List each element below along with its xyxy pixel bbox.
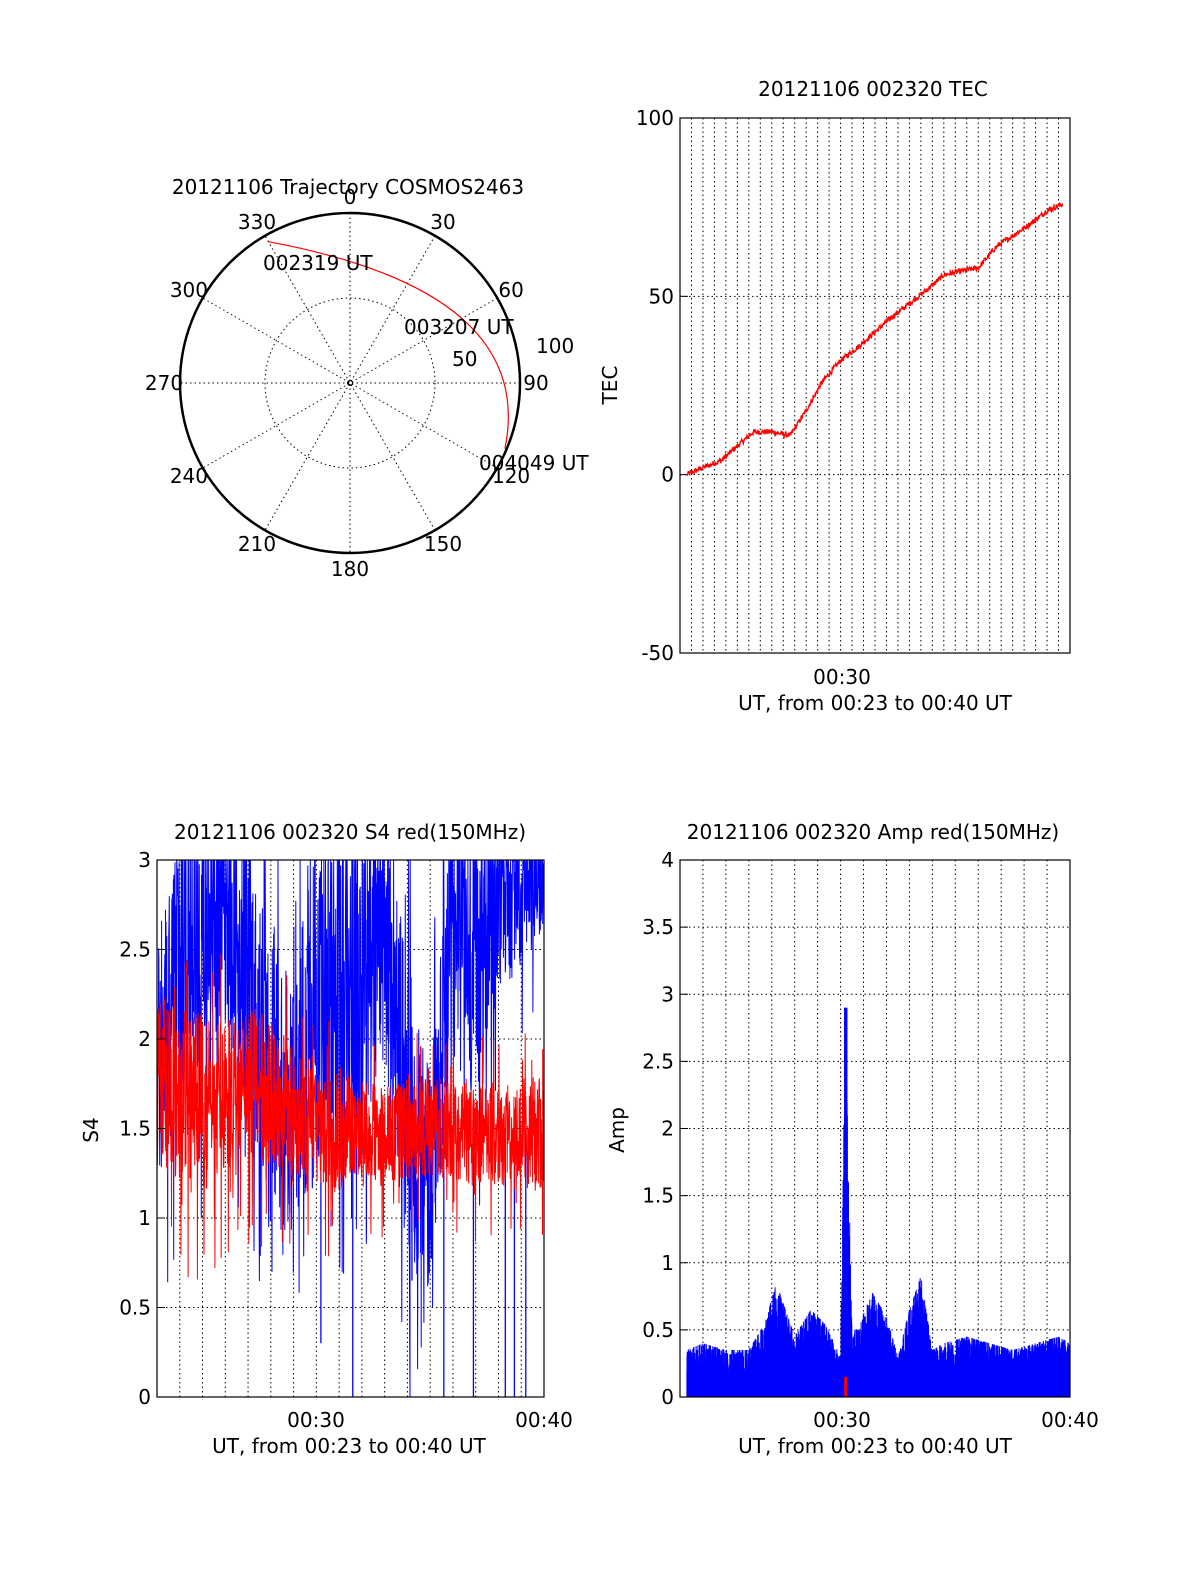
s4-y-tick-label: 1 <box>138 1206 151 1230</box>
s4-y-tick-label: 2 <box>138 1027 151 1051</box>
amp-red-series <box>844 1376 848 1397</box>
tec-x-tick-0030: 00:30 <box>813 665 871 689</box>
tec-y-tick-label: 0 <box>661 463 674 487</box>
radial-label-50: 50 <box>452 347 477 371</box>
amp-y-tick-label: 3 <box>661 982 674 1006</box>
trajectory-line <box>268 241 509 449</box>
angle-label-60: 60 <box>498 278 523 302</box>
amp-x-axis-label: UT, from 00:23 to 00:40 UT <box>738 1434 1013 1458</box>
angle-label-240: 240 <box>170 464 208 488</box>
amp-title: 20121106 002320 Amp red(150MHz) <box>687 820 1059 844</box>
s4-y-ticks: 0 0.5 1 1.5 2 2.5 3 <box>119 848 165 1409</box>
trajectory-panel: 20121106 Trajectory COSMOS2463 0 30 60 90 12… <box>145 175 589 581</box>
amp-panel: 20121106 002320 Amp red(150MHz) 0 0.5 1 1.5… <box>605 820 1099 1458</box>
angle-label-90: 90 <box>523 371 548 395</box>
s4-y-tick-label: 3 <box>138 848 151 872</box>
amp-y-tick-label: 2 <box>661 1117 674 1141</box>
tec-y-ticks: -50 0 50 100 <box>636 106 688 665</box>
polar-angle-labels: 0 30 60 90 120 150 180 210 240 270 300 330 <box>145 185 549 581</box>
s4-y-tick-label: 1.5 <box>119 1117 151 1141</box>
angle-label-300: 300 <box>170 278 208 302</box>
polar-outer-circle <box>178 211 522 555</box>
tec-y-tick-label: -50 <box>641 641 674 665</box>
amp-y-tick-label: 0 <box>661 1385 674 1409</box>
angle-label-210: 210 <box>238 532 276 556</box>
amp-y-axis-label: Amp <box>605 1107 629 1153</box>
amp-y-tick-label: 4 <box>661 848 674 872</box>
amp-y-ticks: 0 0.5 1 1.5 2 2.5 3 3.5 4 <box>642 848 688 1409</box>
angle-label-270: 270 <box>145 371 183 395</box>
amp-x-tick-0030: 00:30 <box>813 1408 871 1432</box>
amp-blue-spike <box>844 1007 848 1397</box>
tec-y-tick-label: 100 <box>636 106 674 130</box>
s4-x-tick-0030: 00:30 <box>287 1408 345 1432</box>
s4-y-tick-label: 2.5 <box>119 938 151 962</box>
amp-red-bar <box>844 1376 848 1397</box>
trajectory-mid-label: 003207 UT <box>404 315 514 339</box>
tec-y-axis-label: TEC <box>598 366 622 406</box>
s4-red-line <box>156 939 545 1280</box>
amp-y-tick-label: 0.5 <box>642 1318 674 1342</box>
angle-label-120: 120 <box>492 464 530 488</box>
tec-title: 20121106 002320 TEC <box>758 77 988 101</box>
amp-y-tick-label: 1.5 <box>642 1184 674 1208</box>
angle-label-30: 30 <box>430 210 455 234</box>
s4-x-axis-label: UT, from 00:23 to 00:40 UT <box>212 1434 487 1458</box>
trajectory-end-label: 004049 UT <box>479 451 589 475</box>
s4-red-series <box>156 939 545 1280</box>
tec-series-line <box>686 202 1064 476</box>
trajectory-title: 20121106 Trajectory COSMOS2463 <box>172 175 524 199</box>
s4-title: 20121106 002320 S4 red(150MHz) <box>174 820 526 844</box>
tec-x-axis-label: UT, from 00:23 to 00:40 UT <box>738 691 1013 715</box>
tec-plot-frame <box>679 117 1071 654</box>
amp-y-tick-label: 3.5 <box>642 915 674 939</box>
amp-y-tick-label: 1 <box>661 1251 674 1275</box>
s4-y-axis-label: S4 <box>79 1117 103 1142</box>
angle-label-180: 180 <box>331 557 369 581</box>
s4-panel: 20121106 002320 S4 red(150MHz) 0 0.5 1 1.5 2… <box>79 820 573 1458</box>
polar-grid-circle-50 <box>264 297 436 469</box>
angle-label-150: 150 <box>424 532 462 556</box>
amp-blue-line <box>686 1024 1071 1397</box>
angle-label-330: 330 <box>238 210 276 234</box>
polar-grid <box>180 213 520 553</box>
s4-x-tick-0040: 00:40 <box>515 1408 573 1432</box>
tec-y-tick-label: 50 <box>649 284 674 308</box>
amp-x-tick-0040: 00:40 <box>1041 1408 1099 1432</box>
tec-grid <box>680 118 1070 653</box>
radial-label-100: 100 <box>536 334 574 358</box>
tec-panel: 20121106 002320 TEC -50 0 50 100 00:30 UT, … <box>598 77 1071 715</box>
s4-y-tick-label: 0.5 <box>119 1296 151 1320</box>
trajectory-start-label: 002319 UT <box>263 251 373 275</box>
amp-grid <box>680 860 1070 1397</box>
angle-label-0: 0 <box>344 185 357 209</box>
amp-blue-series <box>686 1007 1071 1397</box>
amp-y-tick-label: 2.5 <box>642 1049 674 1073</box>
s4-y-tick-label: 0 <box>138 1385 151 1409</box>
